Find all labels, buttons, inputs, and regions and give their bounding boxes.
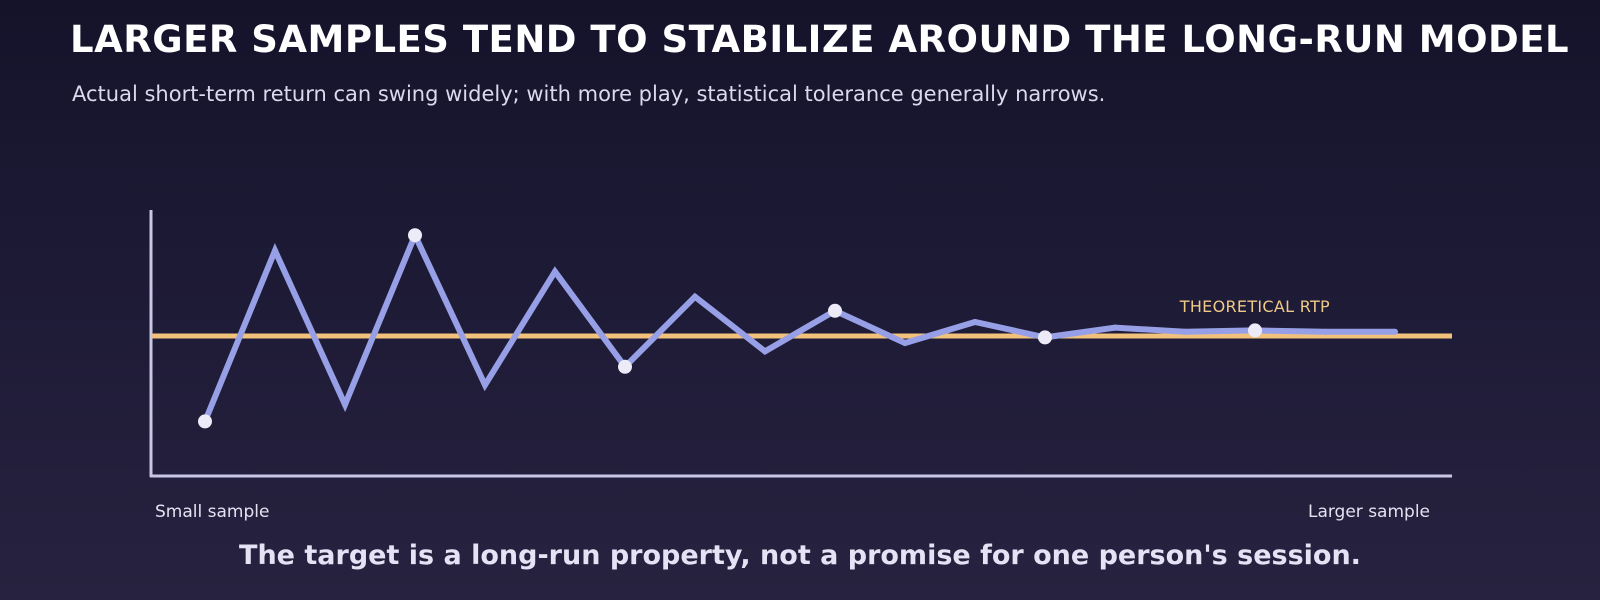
data-point xyxy=(972,319,978,325)
highlighted-data-point xyxy=(198,414,212,429)
data-point xyxy=(692,293,698,300)
data-point xyxy=(482,382,488,388)
chart-title: LARGER SAMPLES TEND TO STABILIZE AROUND … xyxy=(70,18,1570,61)
x-tick-label-start: Small sample xyxy=(155,502,269,522)
data-point xyxy=(272,247,278,254)
data-point xyxy=(902,340,908,346)
data-point xyxy=(762,348,768,355)
chart-subtitle: Actual short-term return can swing widel… xyxy=(72,82,1106,106)
x-tick-label-end: Larger sample xyxy=(1308,502,1430,522)
data-point xyxy=(342,401,348,408)
highlighted-data-point xyxy=(1038,330,1052,345)
series-line xyxy=(202,227,1395,423)
data-point xyxy=(1112,324,1118,331)
data-point xyxy=(552,268,558,275)
data-point xyxy=(1182,328,1188,335)
highlighted-data-point xyxy=(408,228,422,243)
series-layer xyxy=(198,227,1398,429)
highlighted-data-point xyxy=(828,303,842,318)
reference-line-label: THEORETICAL RTP xyxy=(1179,297,1330,316)
data-point xyxy=(1392,328,1398,335)
highlighted-data-point xyxy=(1248,323,1262,338)
chart-caption: The target is a long-run property, not a… xyxy=(239,540,1361,571)
data-point xyxy=(1322,328,1328,335)
highlighted-data-point xyxy=(618,359,632,374)
